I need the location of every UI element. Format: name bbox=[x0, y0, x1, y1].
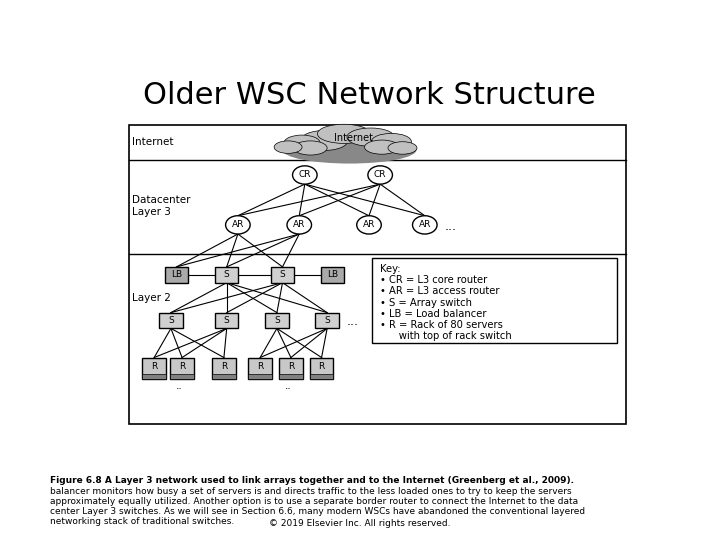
Text: ...: ... bbox=[347, 315, 359, 328]
Text: R: R bbox=[288, 362, 294, 372]
FancyBboxPatch shape bbox=[248, 374, 272, 379]
Text: approximately equally utilized. Another option is to use a separate border route: approximately equally utilized. Another … bbox=[50, 497, 579, 506]
FancyBboxPatch shape bbox=[212, 357, 235, 379]
Ellipse shape bbox=[318, 124, 370, 144]
Text: balancer monitors how busy a set of servers is and directs traffic to the less l: balancer monitors how busy a set of serv… bbox=[50, 487, 572, 496]
Text: Internet: Internet bbox=[132, 137, 174, 147]
Text: • R = Rack of 80 servers: • R = Rack of 80 servers bbox=[379, 320, 503, 330]
Text: • LB = Load balancer: • LB = Load balancer bbox=[379, 309, 486, 319]
FancyBboxPatch shape bbox=[279, 374, 302, 379]
Text: © 2019 Elsevier Inc. All rights reserved.: © 2019 Elsevier Inc. All rights reserved… bbox=[269, 519, 451, 528]
FancyBboxPatch shape bbox=[248, 357, 272, 379]
FancyBboxPatch shape bbox=[129, 125, 626, 424]
Ellipse shape bbox=[372, 133, 411, 150]
Text: S: S bbox=[224, 271, 230, 279]
Text: CR: CR bbox=[374, 171, 387, 179]
Text: Internet: Internet bbox=[334, 133, 374, 143]
Text: Datacenter
Layer 3: Datacenter Layer 3 bbox=[132, 195, 190, 218]
FancyBboxPatch shape bbox=[215, 313, 238, 328]
FancyBboxPatch shape bbox=[372, 258, 617, 343]
Text: Key:: Key: bbox=[379, 264, 400, 274]
Text: CR: CR bbox=[299, 171, 311, 179]
Text: center Layer 3 switches. As we will see in Section 6.6, many modern WSCs have ab: center Layer 3 switches. As we will see … bbox=[50, 507, 585, 516]
FancyBboxPatch shape bbox=[279, 357, 302, 379]
FancyBboxPatch shape bbox=[310, 374, 333, 379]
FancyBboxPatch shape bbox=[159, 313, 183, 328]
FancyBboxPatch shape bbox=[271, 267, 294, 282]
Text: AR: AR bbox=[418, 220, 431, 230]
Circle shape bbox=[368, 166, 392, 184]
Circle shape bbox=[292, 166, 317, 184]
Text: Older WSC Network Structure: Older WSC Network Structure bbox=[143, 82, 595, 111]
Ellipse shape bbox=[294, 141, 327, 155]
Text: S: S bbox=[279, 271, 285, 279]
Text: S: S bbox=[224, 316, 230, 325]
Text: R: R bbox=[257, 362, 264, 372]
Ellipse shape bbox=[388, 141, 417, 154]
FancyBboxPatch shape bbox=[212, 374, 235, 379]
Text: R: R bbox=[221, 362, 227, 372]
FancyBboxPatch shape bbox=[143, 374, 166, 379]
Ellipse shape bbox=[274, 141, 302, 153]
Ellipse shape bbox=[284, 135, 320, 151]
Ellipse shape bbox=[364, 140, 399, 154]
Circle shape bbox=[225, 216, 250, 234]
Text: AR: AR bbox=[363, 220, 375, 230]
FancyBboxPatch shape bbox=[265, 313, 289, 328]
FancyBboxPatch shape bbox=[310, 357, 333, 379]
Ellipse shape bbox=[282, 137, 416, 164]
Text: • AR = L3 access router: • AR = L3 access router bbox=[379, 286, 499, 296]
Text: S: S bbox=[168, 316, 174, 325]
Circle shape bbox=[413, 216, 437, 234]
FancyBboxPatch shape bbox=[143, 357, 166, 379]
Text: networking stack of traditional switches.: networking stack of traditional switches… bbox=[50, 517, 235, 526]
Text: S: S bbox=[274, 316, 280, 325]
Text: Figure 6.8 A Layer 3 network used to link arrays together and to the Internet (G: Figure 6.8 A Layer 3 network used to lin… bbox=[50, 476, 575, 485]
Text: ..: .. bbox=[284, 381, 292, 391]
FancyBboxPatch shape bbox=[321, 267, 344, 282]
Text: AR: AR bbox=[293, 220, 305, 230]
FancyBboxPatch shape bbox=[215, 267, 238, 282]
Text: Layer 2: Layer 2 bbox=[132, 293, 171, 302]
Text: R: R bbox=[151, 362, 157, 372]
Text: • S = Array switch: • S = Array switch bbox=[379, 298, 472, 308]
Text: R: R bbox=[179, 362, 185, 372]
Circle shape bbox=[287, 216, 312, 234]
Text: ..: .. bbox=[176, 381, 183, 391]
FancyBboxPatch shape bbox=[171, 357, 194, 379]
Text: with top of rack switch: with top of rack switch bbox=[379, 332, 511, 341]
FancyBboxPatch shape bbox=[315, 313, 339, 328]
Ellipse shape bbox=[301, 131, 348, 151]
Text: • CR = L3 core router: • CR = L3 core router bbox=[379, 275, 487, 285]
Text: R: R bbox=[318, 362, 325, 372]
Text: AR: AR bbox=[232, 220, 244, 230]
Text: S: S bbox=[324, 316, 330, 325]
FancyBboxPatch shape bbox=[165, 267, 188, 282]
Text: LB: LB bbox=[327, 271, 338, 279]
Text: LB: LB bbox=[171, 271, 182, 279]
Ellipse shape bbox=[347, 128, 395, 146]
Text: ...: ... bbox=[444, 220, 456, 233]
Circle shape bbox=[356, 216, 382, 234]
FancyBboxPatch shape bbox=[171, 374, 194, 379]
